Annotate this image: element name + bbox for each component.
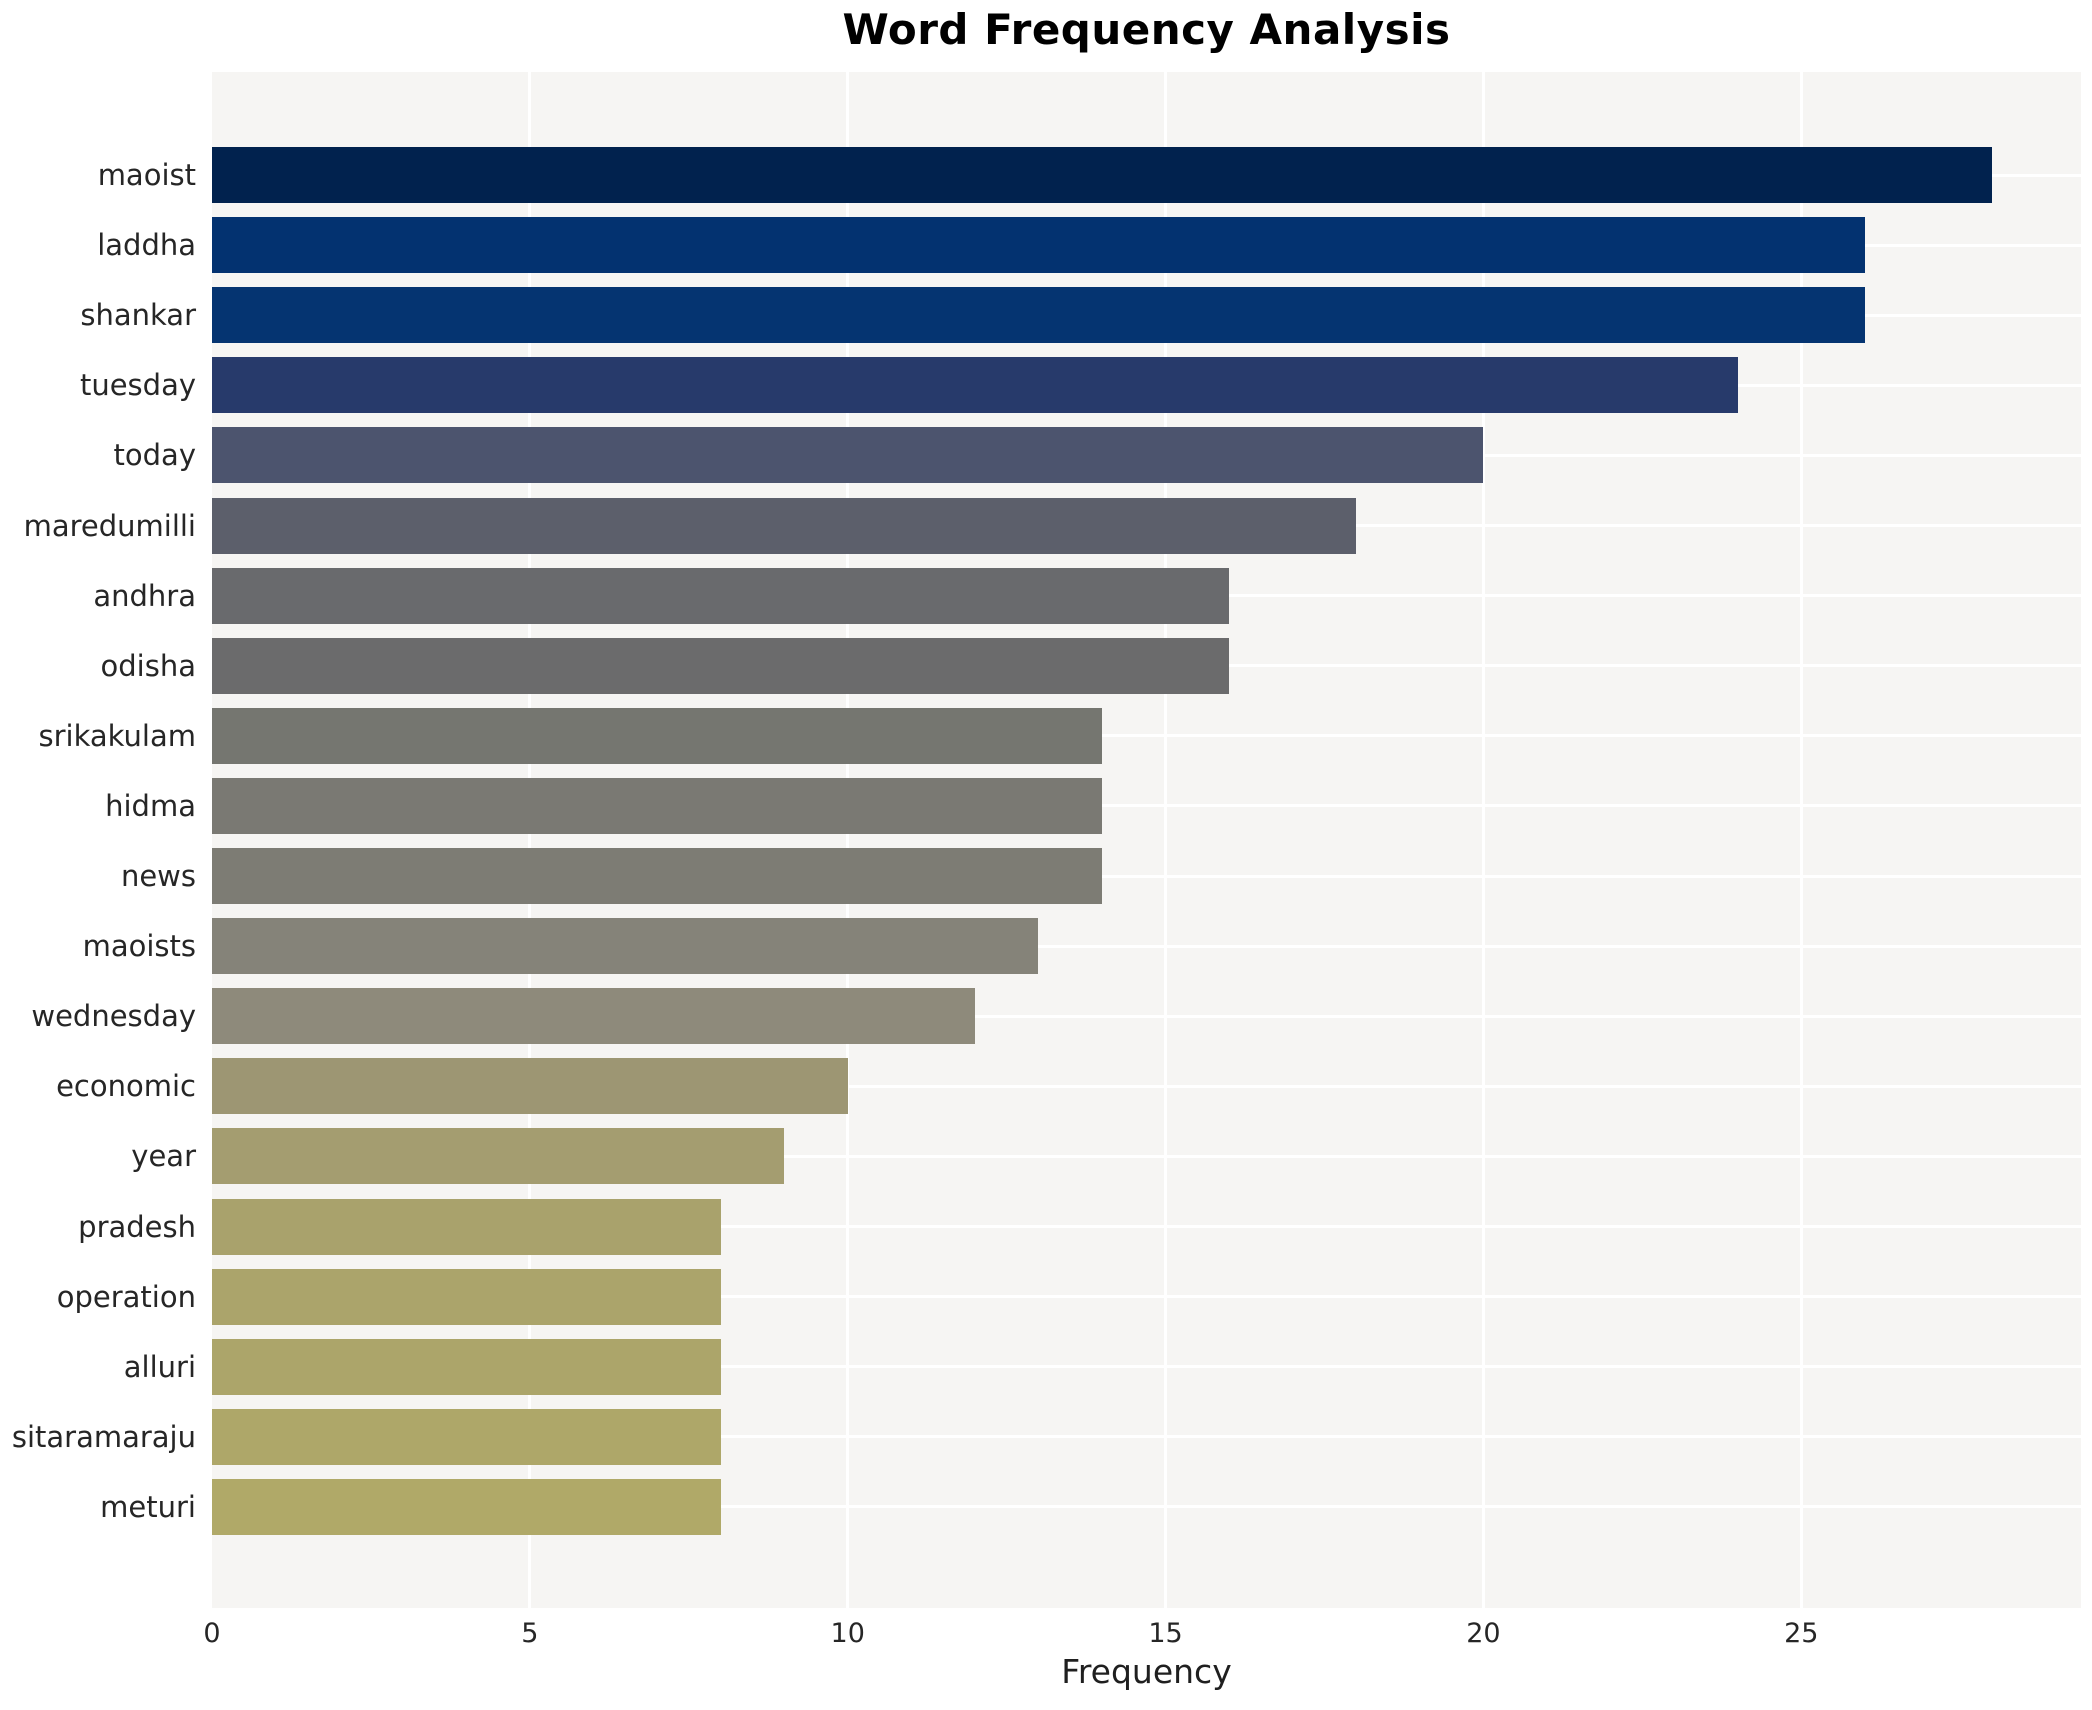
bar-maoists	[212, 918, 1039, 975]
category-label: maredumilli	[23, 508, 196, 543]
bar-andhra	[212, 567, 1230, 624]
bar-news	[212, 848, 1102, 905]
gridline-horizontal	[212, 1014, 2081, 1018]
bar-row	[212, 771, 2081, 841]
category-label: andhra	[93, 578, 196, 613]
bar-alluri	[212, 1338, 721, 1395]
y-axis-labels: maoist laddha shankar tuesday today maredumil…	[0, 72, 196, 1608]
bar-wednesday	[212, 988, 975, 1045]
category-label: sitaramaraju	[11, 1419, 196, 1454]
bar-economic	[212, 1058, 848, 1115]
bar-today	[212, 427, 1484, 484]
gridline-horizontal	[212, 1084, 2081, 1088]
bar-row	[212, 1402, 2081, 1472]
bar-maoist	[212, 147, 1992, 204]
category-label: today	[113, 438, 196, 473]
gridline-horizontal	[212, 1435, 2081, 1439]
bar-row	[212, 701, 2081, 771]
category-label: alluri	[123, 1349, 196, 1384]
x-tick-label: 20	[1466, 1618, 1501, 1649]
category-label: hidma	[105, 788, 196, 823]
bar-row	[212, 210, 2081, 280]
category-label: maoist	[97, 158, 196, 192]
gridline-horizontal	[212, 1295, 2081, 1299]
bar-row	[212, 1121, 2081, 1191]
gridline-horizontal	[212, 1225, 2081, 1229]
category-label: srikakulam	[38, 718, 196, 753]
bar-row	[212, 350, 2081, 420]
chart-title: Word Frequency Analysis	[842, 5, 1451, 54]
bar-row	[212, 1192, 2081, 1262]
gridline-horizontal	[212, 1365, 2081, 1369]
bar-sitaramaraju	[212, 1408, 721, 1465]
category-label: tuesday	[79, 368, 196, 403]
bar-row	[212, 1332, 2081, 1402]
bar-laddha	[212, 217, 1865, 274]
x-tick-label: 25	[1784, 1618, 1819, 1649]
gridline-horizontal	[212, 874, 2081, 878]
category-label: laddha	[97, 228, 196, 263]
gridline-horizontal	[212, 804, 2081, 808]
gridline-vertical	[528, 72, 532, 1608]
category-label: news	[120, 859, 196, 893]
x-axis-ticks: 0 5 10 15 20 25	[203, 1608, 2081, 1652]
x-tick-label: 15	[1148, 1618, 1183, 1649]
bar-srikakulam	[212, 707, 1102, 764]
bar-row	[212, 631, 2081, 701]
x-tick-label: 10	[830, 1618, 865, 1649]
category-label: shankar	[80, 298, 196, 333]
category-label: economic	[56, 1069, 196, 1104]
gridline-horizontal	[212, 1154, 2081, 1158]
x-tick-label: 0	[203, 1618, 221, 1649]
bar-meturi	[212, 1478, 721, 1535]
category-label: maoists	[82, 929, 196, 964]
category-label: year	[131, 1139, 196, 1174]
bar-tuesday	[212, 357, 1738, 414]
x-tick-label: 5	[521, 1618, 539, 1649]
bar-row	[212, 491, 2081, 561]
plot-area	[212, 72, 2081, 1608]
category-label: pradesh	[78, 1209, 196, 1244]
bar-row	[212, 911, 2081, 981]
bar-year	[212, 1128, 785, 1185]
bar-row	[212, 1262, 2081, 1332]
bar-shankar	[212, 287, 1865, 344]
bar-row	[212, 561, 2081, 631]
category-label: operation	[56, 1279, 196, 1314]
gridline-horizontal	[212, 1505, 2081, 1509]
gridline-vertical	[1164, 72, 1168, 1608]
category-label: odisha	[100, 648, 196, 683]
bar-odisha	[212, 637, 1230, 694]
bar-row	[212, 1472, 2081, 1542]
bar-row	[212, 841, 2081, 911]
bar-operation	[212, 1268, 721, 1325]
category-label: meturi	[100, 1489, 196, 1524]
category-label: wednesday	[31, 999, 196, 1034]
bar-row	[212, 981, 2081, 1051]
gridline-vertical	[1799, 72, 1803, 1608]
bar-row	[212, 1051, 2081, 1121]
bar-hidma	[212, 777, 1102, 834]
gridline-vertical	[1481, 72, 1485, 1608]
bar-row	[212, 420, 2081, 490]
gridline-vertical	[846, 72, 850, 1608]
bar-maredumilli	[212, 497, 1357, 554]
bar-row	[212, 280, 2081, 350]
x-axis-title: Frequency	[1061, 1652, 1232, 1691]
bar-row	[212, 140, 2081, 210]
gridline-horizontal	[212, 944, 2081, 948]
bar-pradesh	[212, 1198, 721, 1255]
gridline-horizontal	[212, 734, 2081, 738]
